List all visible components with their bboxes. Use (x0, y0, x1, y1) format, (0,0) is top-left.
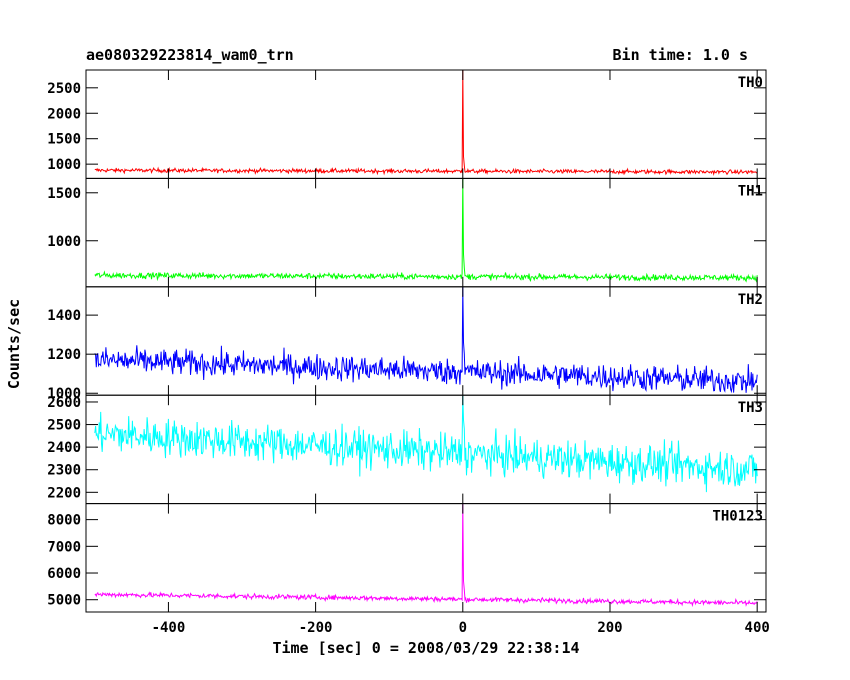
series-line-th0123 (94, 503, 758, 608)
y-tick-label-th3: 2300 (47, 463, 81, 479)
series-line-th1 (94, 178, 758, 283)
y-tick-label-th0123: 6000 (47, 566, 81, 582)
x-axis-label: Time [sec] 0 = 2008/03/29 22:38:14 (272, 639, 579, 657)
series-line-th3 (94, 395, 758, 493)
panel-frame-th0123 (85, 503, 767, 613)
bin-time-label: Bin time: 1.0 s (613, 46, 748, 64)
panel-frame-th1 (85, 177, 767, 288)
x-tick-label: -400 (152, 620, 186, 636)
y-tick-label-th0123: 8000 (47, 513, 81, 529)
y-tick-label-th0: 1500 (47, 132, 81, 148)
x-tick-label: 400 (745, 620, 770, 636)
y-tick-label-th1: 1000 (47, 234, 81, 250)
y-tick-label-th2: 1000 (47, 386, 81, 402)
panel-label-th0123: TH0123 (712, 509, 763, 525)
panel-label-th2: TH2 (738, 292, 763, 308)
y-tick-label-th0123: 5000 (47, 593, 81, 609)
y-tick-label-th0: 1000 (47, 157, 81, 173)
y-tick-label-th3: 2500 (47, 418, 81, 434)
panel-label-th3: TH3 (738, 400, 763, 416)
chart-title: ae080329223814_wam0_trn (86, 46, 294, 64)
y-tick-label-th2: 1400 (47, 308, 81, 324)
y-tick-label-th3: 2400 (47, 440, 81, 456)
x-tick-label: 0 (459, 620, 467, 636)
y-tick-label-th2: 1200 (47, 347, 81, 363)
y-tick-label-th0: 2000 (47, 106, 81, 122)
y-tick-label-th1: 1500 (47, 186, 81, 202)
x-tick-label: -200 (299, 620, 333, 636)
y-tick-label-th0: 2500 (47, 81, 81, 97)
y-tick-label-th0123: 7000 (47, 539, 81, 555)
series-line-th0 (94, 69, 758, 176)
panel-frame-th0 (85, 69, 767, 179)
panel-label-th1: TH1 (738, 183, 763, 199)
y-tick-label-th3: 2200 (47, 485, 81, 501)
y-axis-label: Counts/sec (5, 299, 23, 389)
series-line-th2 (94, 286, 758, 394)
x-tick-label: 200 (597, 620, 622, 636)
y-tick-label-th3: 2600 (47, 395, 81, 411)
panel-label-th0: TH0 (738, 75, 763, 91)
